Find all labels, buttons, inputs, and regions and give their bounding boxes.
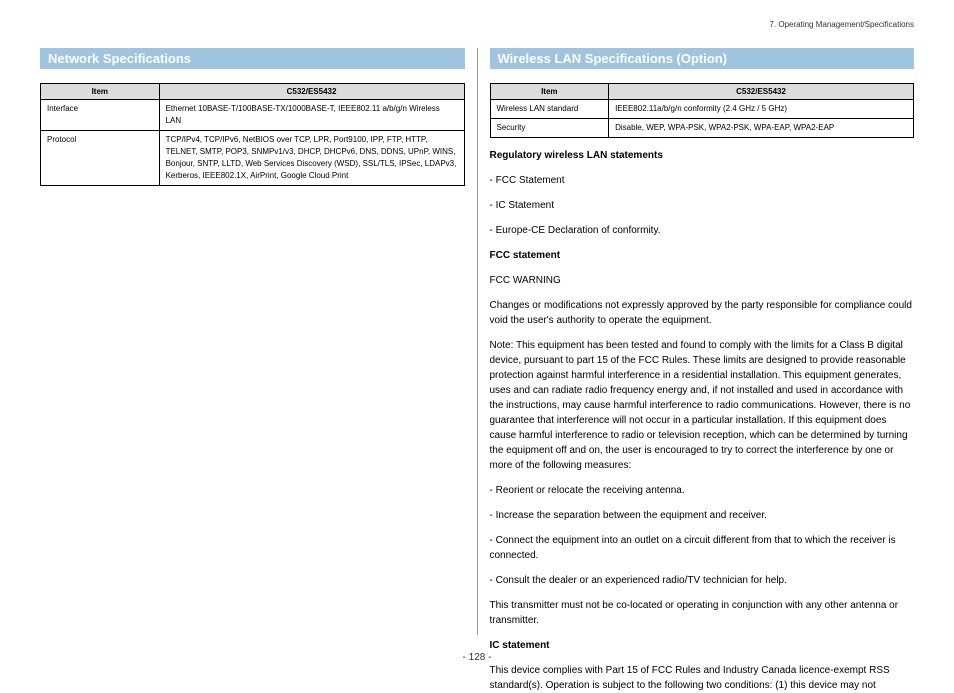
cell-item: Interface bbox=[41, 100, 160, 131]
wireless-spec-title: Wireless LAN Specifications (Option) bbox=[490, 48, 915, 69]
th-model: C532/ES5432 bbox=[609, 84, 914, 100]
left-column: Network Specifications Item C532/ES5432 … bbox=[40, 48, 477, 635]
cell-item: Wireless LAN standard bbox=[490, 100, 609, 119]
body-paragraph: Regulatory wireless LAN statements bbox=[490, 148, 915, 163]
body-paragraph: Changes or modifications not expressly a… bbox=[490, 298, 915, 328]
th-item: Item bbox=[490, 84, 609, 100]
th-item: Item bbox=[41, 84, 160, 100]
body-paragraph: - IC Statement bbox=[490, 198, 915, 213]
body-paragraph: This transmitter must not be co-located … bbox=[490, 598, 915, 628]
cell-value: TCP/IPv4, TCP/IPv6, NetBIOS over TCP, LP… bbox=[159, 131, 464, 186]
network-spec-table: Item C532/ES5432 Interface Ethernet 10BA… bbox=[40, 83, 465, 186]
chapter-header: 7. Operating Management/Specifications bbox=[769, 20, 914, 29]
body-paragraph: - Europe-CE Declaration of conformity. bbox=[490, 223, 915, 238]
body-paragraph: This device complies with Part 15 of FCC… bbox=[490, 663, 915, 693]
table-row: Protocol TCP/IPv4, TCP/IPv6, NetBIOS ove… bbox=[41, 131, 465, 186]
body-paragraph: - Connect the equipment into an outlet o… bbox=[490, 533, 915, 563]
table-row: Wireless LAN standard IEEE802.11a/b/g/n … bbox=[490, 100, 914, 119]
cell-item: Security bbox=[490, 119, 609, 138]
body-paragraph: - Reorient or relocate the receiving ant… bbox=[490, 483, 915, 498]
two-column-layout: Network Specifications Item C532/ES5432 … bbox=[40, 48, 914, 635]
body-paragraph: - FCC Statement bbox=[490, 173, 915, 188]
body-paragraph: IC statement bbox=[490, 638, 915, 653]
body-paragraph: - Increase the separation between the eq… bbox=[490, 508, 915, 523]
cell-value: IEEE802.11a/b/g/n conformity (2.4 GHz / … bbox=[609, 100, 914, 119]
body-paragraph: FCC statement bbox=[490, 248, 915, 263]
wireless-spec-table: Item C532/ES5432 Wireless LAN standard I… bbox=[490, 83, 915, 138]
cell-item: Protocol bbox=[41, 131, 160, 186]
page-number: - 128 - bbox=[0, 652, 954, 663]
body-paragraph: Note: This equipment has been tested and… bbox=[490, 338, 915, 473]
network-spec-title: Network Specifications bbox=[40, 48, 465, 69]
table-row: Security Disable, WEP, WPA-PSK, WPA2-PSK… bbox=[490, 119, 914, 138]
right-column: Wireless LAN Specifications (Option) Ite… bbox=[478, 48, 915, 635]
body-paragraph: FCC WARNING bbox=[490, 273, 915, 288]
regulatory-text: Regulatory wireless LAN statements - FCC … bbox=[490, 148, 915, 693]
cell-value: Disable, WEP, WPA-PSK, WPA2-PSK, WPA-EAP… bbox=[609, 119, 914, 138]
th-model: C532/ES5432 bbox=[159, 84, 464, 100]
cell-value: Ethernet 10BASE-T/100BASE-TX/1000BASE-T,… bbox=[159, 100, 464, 131]
table-row: Interface Ethernet 10BASE-T/100BASE-TX/1… bbox=[41, 100, 465, 131]
body-paragraph: - Consult the dealer or an experienced r… bbox=[490, 573, 915, 588]
